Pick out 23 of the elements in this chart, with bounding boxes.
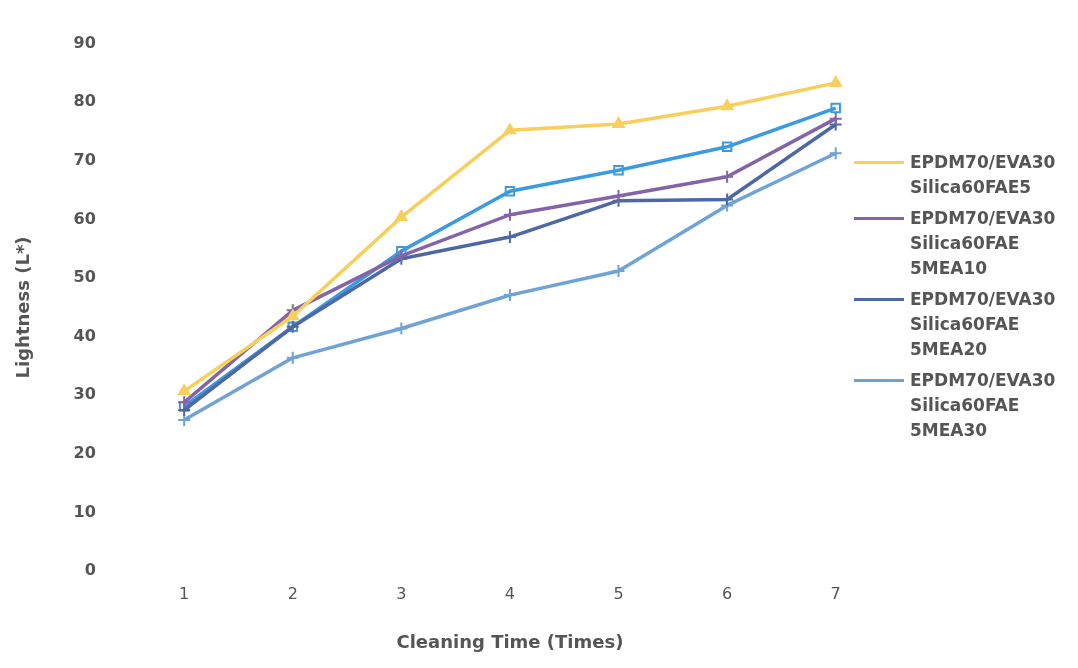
legend-label: EPDM70/EVA30 Silica60FAE 5MEA20 (910, 288, 1057, 361)
y-tick-label: 30 (73, 384, 96, 404)
y-tick-label: 10 (73, 501, 96, 521)
x-axis-title: Cleaning Time (Times) (396, 630, 624, 652)
x-tick-label: 6 (722, 583, 733, 603)
x-tick-label: 4 (504, 583, 516, 603)
y-axis-title: Lightness (L*) (12, 236, 34, 379)
y-tick-label: 40 (73, 325, 96, 345)
legend-label: EPDM70/EVA30 Silica60FAE 5MEA30 (910, 369, 1057, 442)
x-tick-label: 2 (287, 583, 298, 603)
y-tick-label: 80 (73, 91, 96, 111)
x-tick-label: 5 (613, 583, 624, 603)
y-tick-label: 90 (73, 32, 96, 52)
x-tick-label: 1 (179, 583, 190, 603)
y-tick-label: 20 (73, 443, 96, 463)
y-tick-label: 50 (73, 267, 96, 287)
y-tick-label: 70 (73, 150, 96, 169)
y-tick-label: 0 (84, 560, 96, 580)
x-tick-label: 7 (830, 583, 841, 603)
legend-label: EPDM70/EVA30 Silica60FAE 5MEA10 (910, 207, 1057, 280)
y-tick-label: 60 (73, 208, 96, 228)
x-tick-label: 3 (396, 583, 407, 603)
legend-label: EPDM70/EVA30 Silica60FAE5 (910, 151, 1057, 199)
